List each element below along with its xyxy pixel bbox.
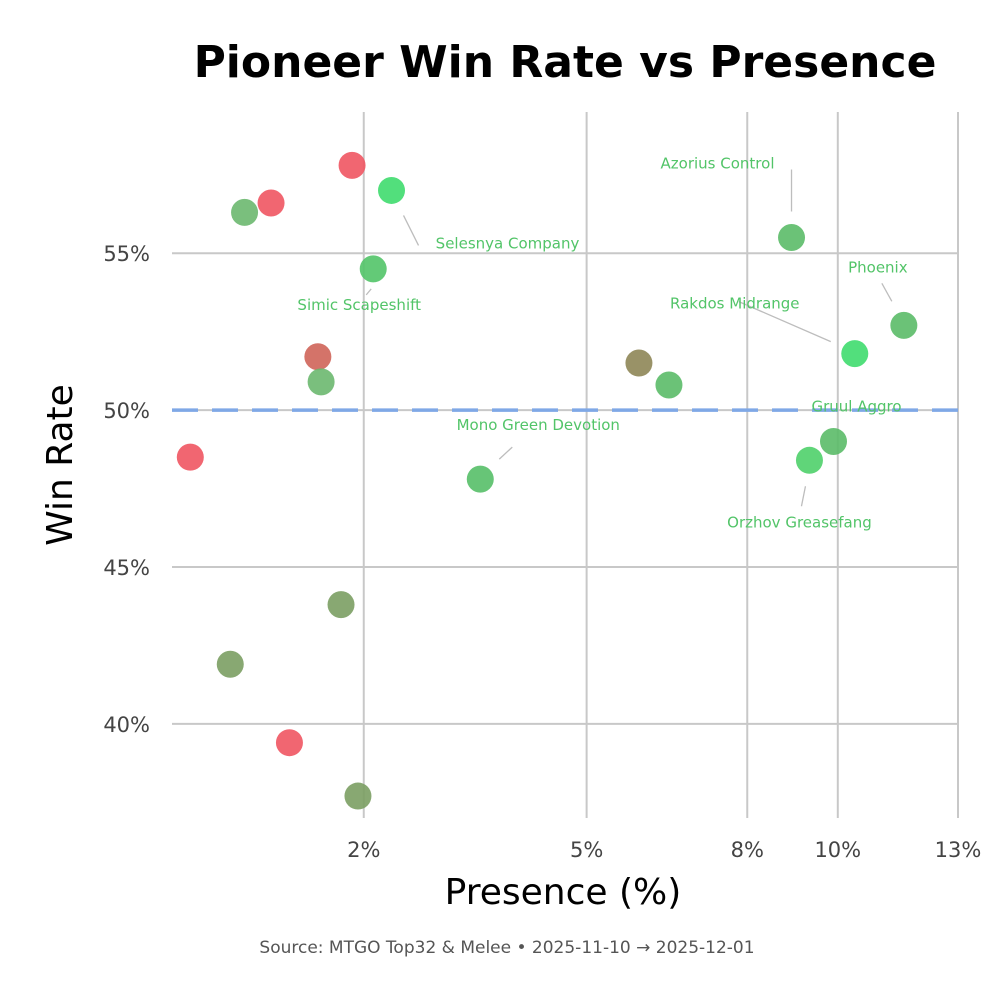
x-axis-ticks: 2% 5% 8% 10% 13%: [347, 838, 981, 862]
data-point: [307, 368, 335, 396]
data-point: [304, 343, 332, 371]
data-point: [231, 198, 259, 226]
point-label: Selesnya Company: [436, 234, 580, 252]
data-point: [327, 591, 355, 619]
point-label: Azorius Control: [661, 155, 775, 173]
y-tick-label: 45%: [103, 556, 150, 580]
x-tick-label: 2%: [347, 838, 380, 862]
point-labels: Simic Scapeshift Selesnya Company Mono Gre…: [297, 155, 907, 532]
label-leaders: [365, 169, 893, 507]
point-label: Simic Scapeshift: [297, 296, 421, 314]
chart-title: Pioneer Win Rate vs Presence: [194, 37, 937, 88]
data-point: [466, 465, 494, 493]
data-point: [176, 443, 204, 471]
label-leader-line: [498, 446, 513, 460]
data-point: [257, 189, 285, 217]
label-leader-line: [881, 283, 893, 302]
label-leader-line: [365, 288, 372, 296]
data-point: [344, 782, 372, 810]
y-tick-label: 50%: [103, 399, 150, 423]
label-leader-line: [738, 301, 832, 343]
data-point: [778, 224, 806, 252]
source-caption: Source: MTGO Top32 & Melee • 2025-11-10 …: [259, 938, 754, 958]
data-point: [275, 729, 303, 757]
data-points: [176, 151, 918, 810]
x-axis-title: Presence (%): [445, 872, 682, 913]
data-point: [795, 446, 823, 474]
y-axis-ticks: 40% 45% 50% 55%: [103, 242, 150, 737]
data-point: [841, 340, 869, 368]
y-axis-title: Win Rate: [40, 384, 81, 546]
x-tick-label: 5%: [570, 838, 603, 862]
data-point: [359, 255, 387, 283]
x-tick-label: 13%: [935, 838, 982, 862]
data-point: [216, 650, 244, 678]
label-leader-line: [800, 486, 807, 507]
data-point: [890, 311, 918, 339]
y-tick-label: 55%: [103, 242, 150, 266]
point-label: Orzhov Greasefang: [727, 513, 872, 531]
x-tick-label: 10%: [814, 838, 861, 862]
y-tick-label: 40%: [103, 713, 150, 737]
point-label: Mono Green Devotion: [457, 416, 620, 434]
data-point: [625, 349, 653, 377]
label-leader-line: [402, 215, 420, 246]
data-point: [819, 427, 847, 455]
data-point: [655, 371, 683, 399]
data-point: [378, 176, 406, 204]
data-point: [338, 151, 366, 179]
x-tick-label: 8%: [731, 838, 764, 862]
point-label: Rakdos Midrange: [670, 295, 800, 313]
grid: [172, 112, 959, 818]
point-label: Gruul Aggro: [811, 397, 901, 415]
point-label: Phoenix: [848, 258, 908, 276]
